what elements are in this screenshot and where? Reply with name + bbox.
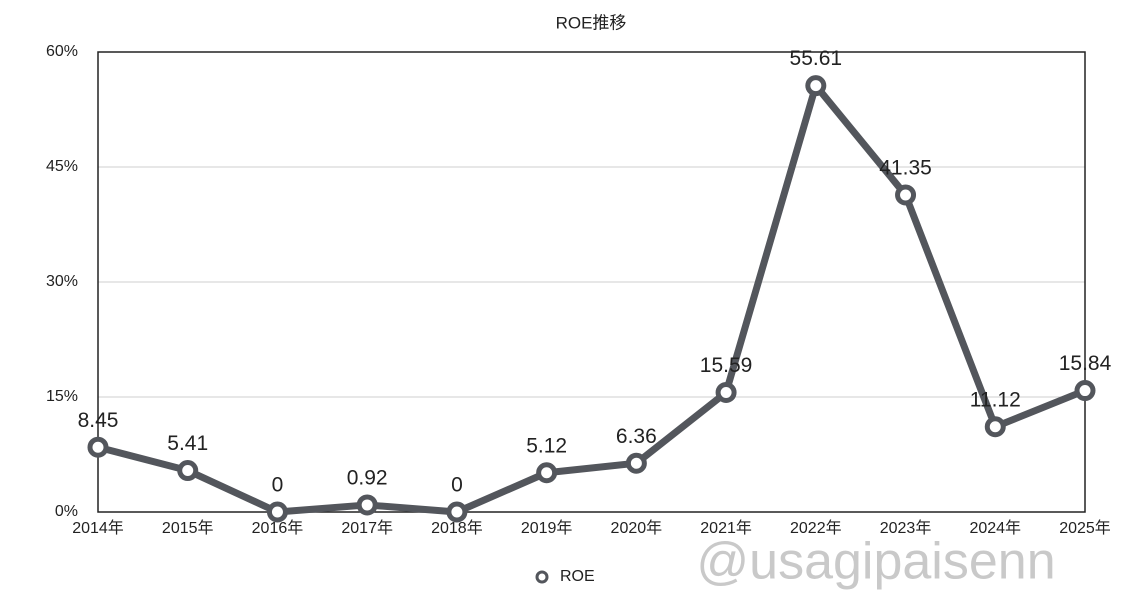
x-tick-label: 2019年 xyxy=(521,519,573,537)
x-tick-label: 2022年 xyxy=(790,519,842,537)
data-point xyxy=(356,494,378,516)
data-label: 5.41 xyxy=(167,432,208,455)
data-point xyxy=(625,452,647,474)
data-label: 41.35 xyxy=(879,157,932,180)
data-label: 8.45 xyxy=(78,409,119,432)
data-label: 5.12 xyxy=(526,434,567,457)
data-label: 0 xyxy=(451,474,463,497)
data-label: 6.36 xyxy=(616,425,657,448)
chart-title: ROE推移 xyxy=(556,13,627,32)
legend-label: ROE xyxy=(560,568,595,585)
data-label: 15.84 xyxy=(1059,352,1112,375)
data-point xyxy=(446,501,468,523)
data-point xyxy=(177,460,199,482)
y-tick-label: 15% xyxy=(46,388,78,405)
y-tick-label: 60% xyxy=(46,43,78,60)
data-label: 0 xyxy=(272,474,284,497)
data-point xyxy=(715,381,737,403)
data-label: 55.61 xyxy=(790,47,843,70)
y-tick-label: 45% xyxy=(46,158,78,175)
series-line xyxy=(97,82,1087,516)
data-point xyxy=(895,184,917,206)
data-label: 0.92 xyxy=(347,466,388,489)
x-tick-label: 2017年 xyxy=(341,519,393,537)
watermark: @usagipaisenn xyxy=(696,533,1055,591)
x-tick-label: 2024年 xyxy=(969,519,1021,537)
data-point xyxy=(536,462,558,484)
x-tick-label: 2021年 xyxy=(700,519,752,537)
data-label: 11.12 xyxy=(970,388,1021,411)
data-point xyxy=(1074,380,1096,402)
x-tick-label: 2023年 xyxy=(880,519,932,537)
x-tick-label: 2014年 xyxy=(72,519,124,537)
x-tick-label: 2015年 xyxy=(162,519,214,537)
x-tick-label: 2018年 xyxy=(431,519,483,537)
data-point xyxy=(984,416,1006,438)
y-tick-label: 30% xyxy=(46,273,78,290)
plot-border xyxy=(97,51,1086,513)
data-point xyxy=(87,436,109,458)
legend-marker xyxy=(535,570,549,584)
y-tick-label: 0% xyxy=(55,503,78,520)
x-tick-label: 2025年 xyxy=(1059,519,1111,537)
data-point xyxy=(805,75,827,97)
x-tick-label: 2016年 xyxy=(252,519,304,537)
data-point xyxy=(266,501,288,523)
data-label: 15.59 xyxy=(700,354,753,377)
x-tick-label: 2020年 xyxy=(611,519,663,537)
